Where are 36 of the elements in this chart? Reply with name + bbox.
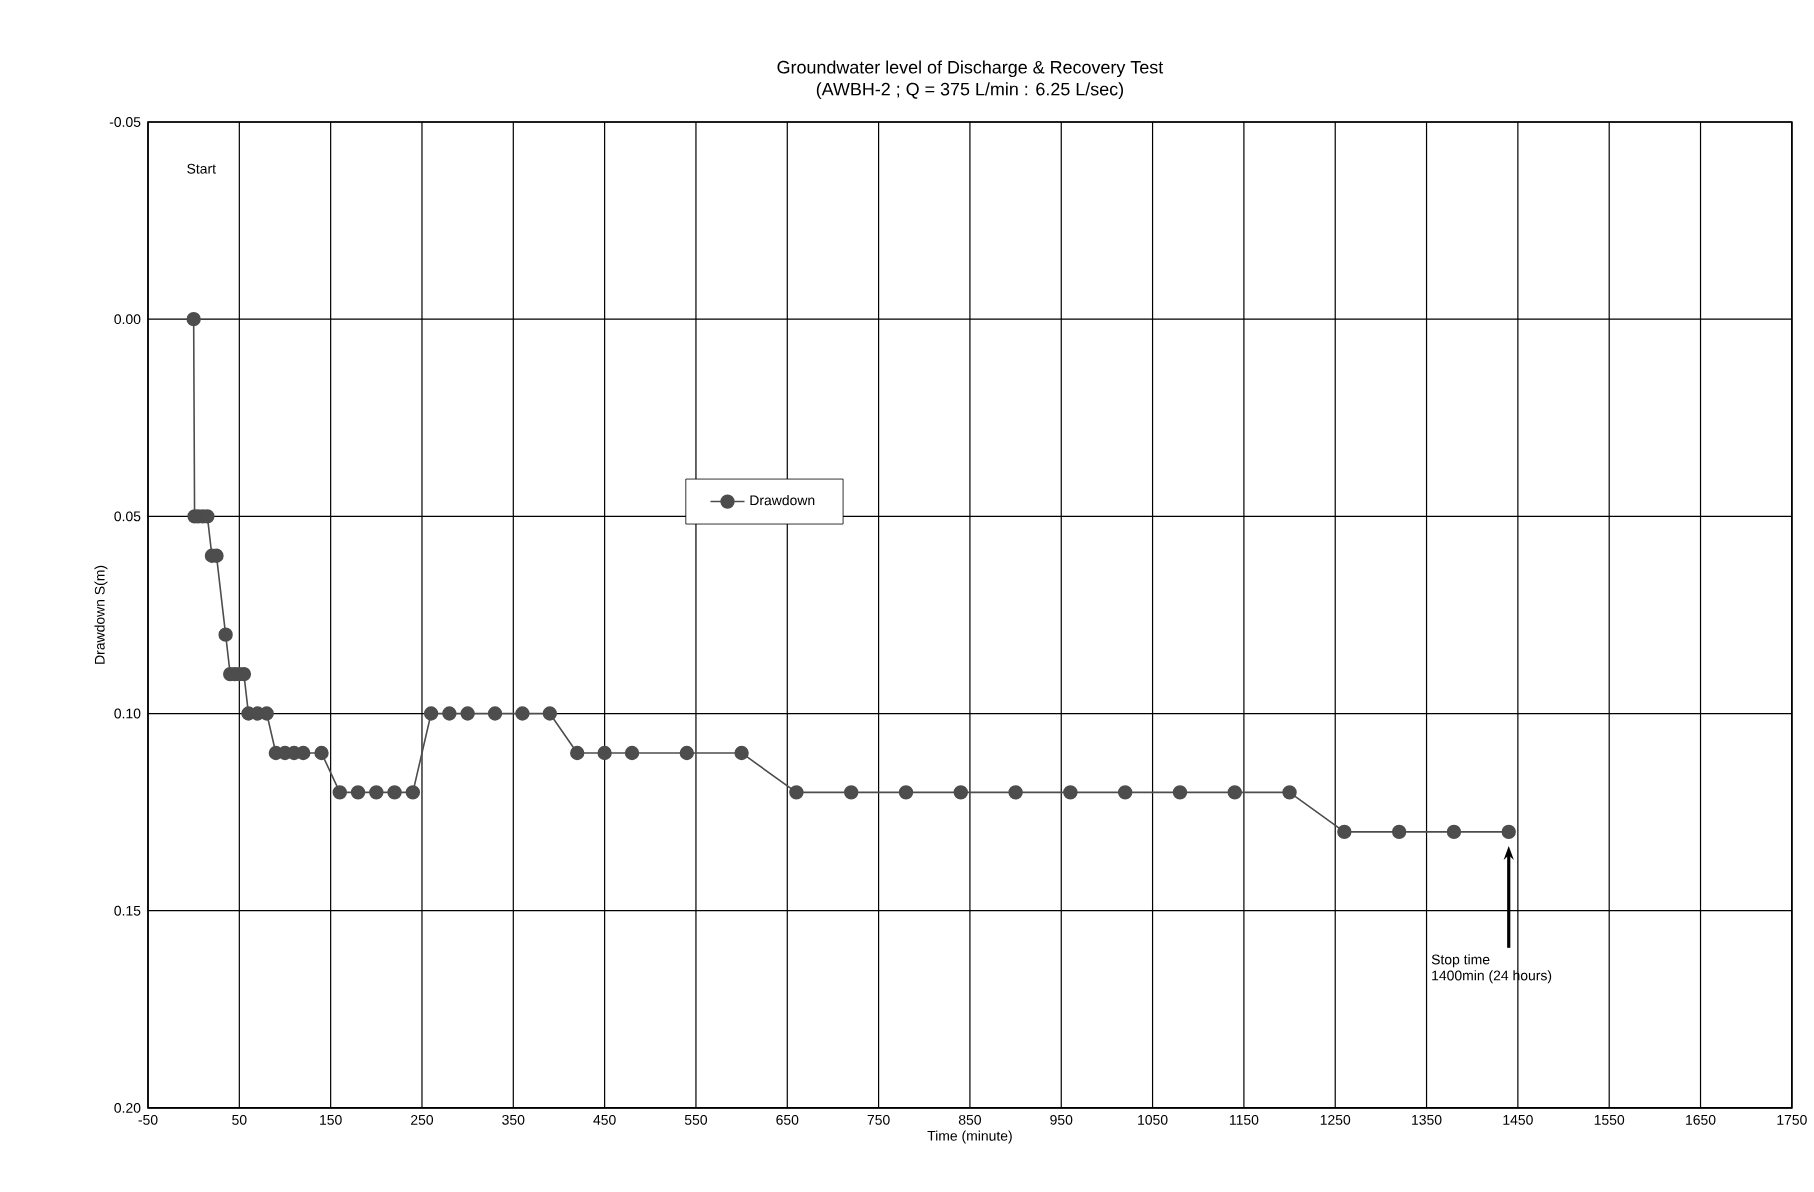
chart-subtitle: (AWBH-2 ; Q = 375 L/min : 6.25 L/sec) (816, 82, 1124, 100)
point (679, 745, 694, 761)
point (186, 312, 201, 327)
point (423, 706, 439, 721)
chart-title: Groundwater level of Discharge & Recovery Test (777, 60, 1164, 78)
point (953, 785, 968, 800)
point (405, 785, 421, 800)
point (1008, 785, 1023, 800)
point (332, 785, 347, 800)
point (734, 745, 749, 761)
point (515, 706, 530, 721)
point (1227, 785, 1242, 800)
point (1337, 824, 1352, 840)
point (487, 706, 503, 721)
point (442, 706, 457, 721)
point (296, 745, 311, 761)
point (369, 785, 384, 800)
point (1282, 785, 1297, 800)
point (898, 785, 914, 800)
point (218, 627, 233, 642)
point (542, 706, 558, 721)
point (1063, 785, 1078, 800)
point (570, 745, 585, 761)
point (1501, 824, 1516, 840)
point (624, 745, 640, 761)
point (1446, 824, 1462, 840)
point (597, 745, 612, 761)
point (387, 785, 402, 800)
point (350, 785, 366, 800)
point (314, 745, 329, 761)
point (1391, 824, 1407, 840)
point (789, 785, 804, 800)
point (1172, 785, 1188, 800)
point (844, 785, 859, 800)
point (460, 706, 475, 721)
point (1118, 785, 1133, 800)
